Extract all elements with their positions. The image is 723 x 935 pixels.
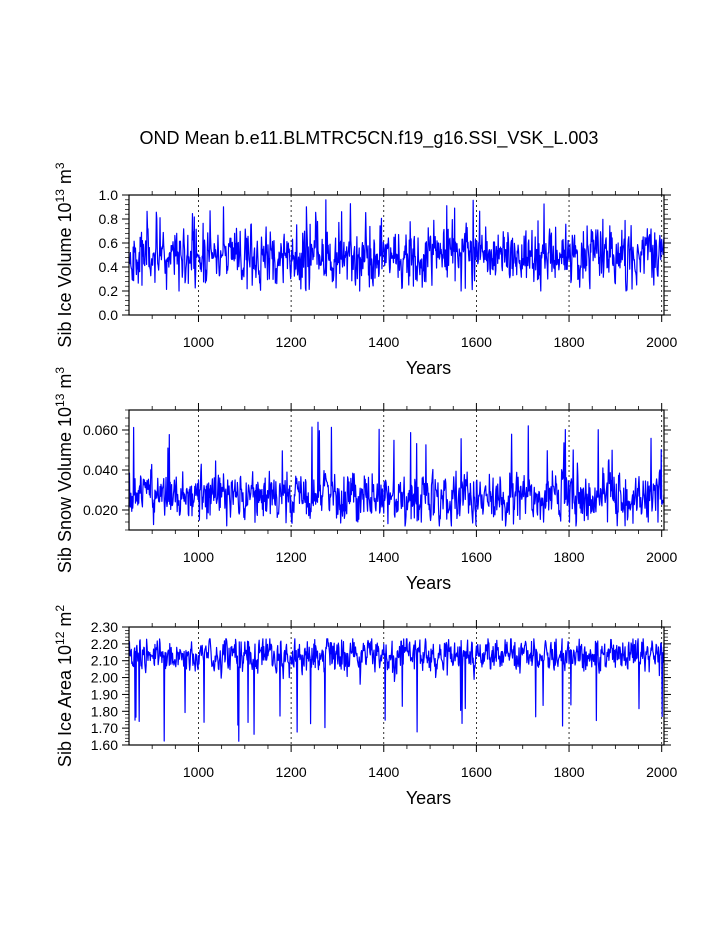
- y-tick-label: 1.70: [91, 720, 118, 736]
- x-axis-label: Years: [406, 358, 451, 378]
- series-line-sib-snow-volume: [128, 421, 665, 527]
- y-tick-label: 1.80: [91, 703, 118, 719]
- x-tick-label: 1800: [553, 334, 584, 350]
- x-tick-label: 1400: [368, 334, 399, 350]
- y-tick-label: 2.00: [91, 670, 118, 686]
- panels: 1000 1200 1400 1600 1800 2000 0.0 0.2 0.4 0.6 0.8 1…: [53, 162, 677, 808]
- x-tick-label: 1800: [553, 764, 584, 780]
- x-axis-label: Years: [406, 788, 451, 808]
- y-tick-label: 0.6: [99, 235, 119, 251]
- y-tick-label: 0.0: [99, 307, 119, 323]
- y-axis-label: Sib Snow Volume 1013 m3: [53, 367, 75, 573]
- x-tick-label: 2000: [646, 764, 677, 780]
- chart-panel-3: 1000 1200 1400 1600 1800 2000 1.601.701.801.90…: [53, 605, 677, 808]
- chart-title: OND Mean b.e11.BLMTRC5CN.f19_g16.SSI_VSK…: [140, 128, 599, 149]
- plot-frame: [128, 626, 665, 746]
- x-tick-label: 1600: [461, 334, 492, 350]
- y-tick-label: 2.10: [91, 653, 118, 669]
- x-tick-label: 1800: [553, 549, 584, 565]
- x-tick-label: 1000: [183, 549, 214, 565]
- y-tick-label: 1.60: [91, 737, 118, 753]
- y-tick-label: 0.040: [83, 462, 118, 478]
- y-tick-label: 0.060: [83, 422, 118, 438]
- chart-panel-2: 1000 1200 1400 1600 1800 2000 0.020 0.040 0.060 Y…: [53, 367, 677, 593]
- y-tick-label: 0.8: [99, 211, 119, 227]
- x-tick-label: 1200: [276, 764, 307, 780]
- series-line-sib-ice-area: [128, 638, 665, 742]
- x-tick-label: 1600: [461, 549, 492, 565]
- y-tick-label: 1.0: [99, 187, 119, 203]
- x-tick-label: 1400: [368, 764, 399, 780]
- plot-frame: [128, 194, 665, 316]
- x-tick-label: 2000: [646, 334, 677, 350]
- x-axis-label: Years: [406, 573, 451, 593]
- y-tick-label: 2.20: [91, 636, 118, 652]
- chart-panel-1: 1000 1200 1400 1600 1800 2000 0.0 0.2 0.4 0.6 0.8 1…: [53, 162, 677, 378]
- x-tick-label: 1000: [183, 764, 214, 780]
- series-line-sib-ice-volume: [128, 199, 665, 292]
- x-tick-label: 1400: [368, 549, 399, 565]
- x-tick-label: 1200: [276, 334, 307, 350]
- y-tick-label: 0.020: [83, 502, 118, 518]
- y-tick-label: 0.4: [99, 259, 119, 275]
- y-axis-label: Sib Ice Area 1012 m2: [53, 605, 75, 767]
- y-tick-label: 0.2: [99, 283, 119, 299]
- y-tick-label: 1.90: [91, 686, 118, 702]
- y-axis-label: Sib Ice Volume 1013 m3: [53, 162, 75, 347]
- x-tick-label: 1000: [183, 334, 214, 350]
- x-tick-label: 1200: [276, 549, 307, 565]
- y-tick-label: 2.30: [91, 619, 118, 635]
- x-tick-label: 1600: [461, 764, 492, 780]
- x-tick-label: 2000: [646, 549, 677, 565]
